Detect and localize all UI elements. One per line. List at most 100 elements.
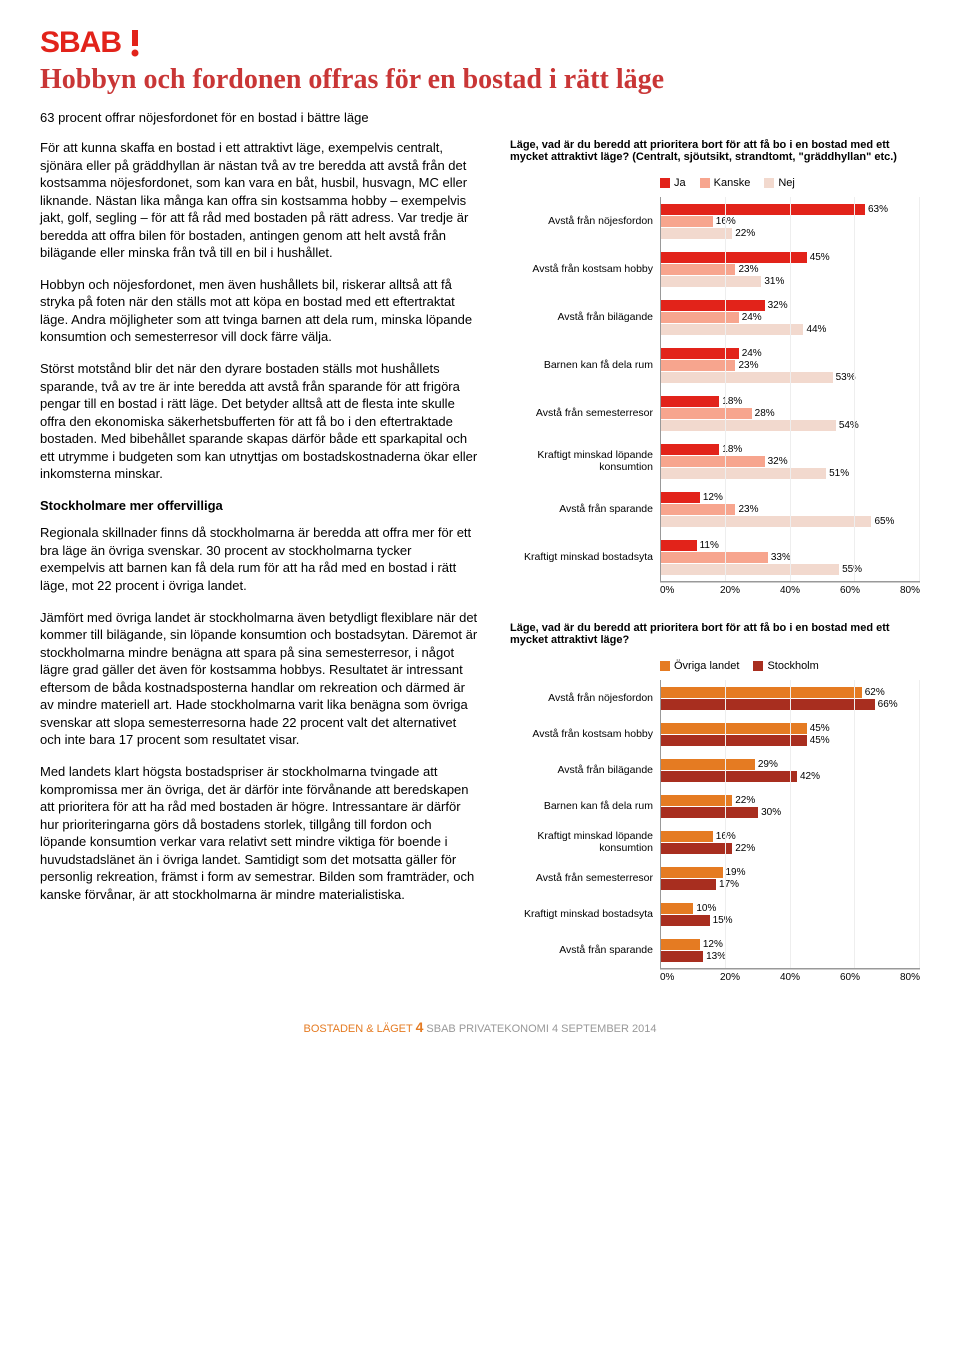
category-label: Barnen kan få dela rum <box>511 359 661 371</box>
bar <box>661 444 719 455</box>
bar-value-label: 12% <box>703 492 723 503</box>
body-text-column: För att kunna skaffa en bostad i ett att… <box>40 139 480 989</box>
axis-tick: 0% <box>660 585 720 596</box>
bar-value-label: 18% <box>722 444 742 455</box>
page-footer: BOSTADEN & LÄGET 4 SBAB PRIVATEKONOMI 4 … <box>40 1019 920 1035</box>
axis-tick: 60% <box>840 585 900 596</box>
subheading: Stockholmare mer offervilliga <box>40 497 480 515</box>
chart1: Avstå från nöjesfordon 63% 16%22% Avstå frå… <box>510 197 920 596</box>
legend-swatch <box>753 661 763 671</box>
bar-value-label: 10% <box>696 903 716 914</box>
category-label: Kraftigt minskad bostadsyta <box>511 908 661 920</box>
bar-value-label: 22% <box>735 228 755 239</box>
paragraph: Jämfört med övriga landet är stockholmar… <box>40 609 480 749</box>
legend-label: Kanske <box>714 177 751 189</box>
bar <box>661 360 735 371</box>
bar <box>661 540 697 551</box>
axis-tick: 0% <box>660 972 720 983</box>
bar-value-label: 33% <box>771 552 791 563</box>
bar <box>661 843 732 854</box>
paragraph: Regionala skillnader finns då stockholma… <box>40 524 480 594</box>
bar-value-label: 12% <box>703 939 723 950</box>
bar-value-label: 65% <box>874 516 894 527</box>
bar-value-label: 30% <box>761 807 781 818</box>
chart2: Avstå från nöjesfordon62%66%Avstå från k… <box>510 680 920 983</box>
legend-swatch <box>660 178 670 188</box>
bar-value-label: 23% <box>738 504 758 515</box>
bar <box>661 699 875 710</box>
legend-item: Stockholm <box>753 660 818 672</box>
legend-label: Stockholm <box>767 660 818 672</box>
bar-value-label: 11% <box>700 540 719 551</box>
bar-value-label: 16% <box>716 216 736 227</box>
bar <box>661 516 871 527</box>
category-label: Kraftigt minskad löpande konsumtion <box>511 830 661 854</box>
category-label: Avstå från nöjesfordon <box>511 692 661 704</box>
footer-section: BOSTADEN & LÄGET <box>303 1023 412 1035</box>
bar <box>661 276 761 287</box>
bar <box>661 951 703 962</box>
bar-value-label: 32% <box>768 456 788 467</box>
logo: SBAB <box>40 24 920 60</box>
bar <box>661 735 807 746</box>
bar <box>661 456 765 467</box>
paragraph: Störst motstånd blir det när den dyrare … <box>40 360 480 483</box>
bar-value-label: 63% <box>868 204 888 215</box>
bar-value-label: 45% <box>810 252 830 263</box>
axis-tick: 20% <box>720 585 780 596</box>
bar <box>661 252 807 263</box>
bar <box>661 564 839 575</box>
bar <box>661 228 732 239</box>
category-label: Avstå från sparande <box>511 503 661 515</box>
legend-label: Övriga landet <box>674 660 739 672</box>
bar-value-label: 29% <box>758 759 778 770</box>
legend-label: Nej <box>778 177 795 189</box>
legend-item: Nej <box>764 177 795 189</box>
bar-value-label: 24% <box>742 348 762 359</box>
bar-value-label: 24% <box>742 312 762 323</box>
bar <box>661 795 732 806</box>
category-label: Avstå från nöjesfordon <box>511 215 661 227</box>
page-title: Hobbyn och fordonen offras för en bostad… <box>40 64 920 96</box>
bar <box>661 408 752 419</box>
category-label: Avstå från sparande <box>511 944 661 956</box>
bar <box>661 204 865 215</box>
legend-item: Ja <box>660 177 686 189</box>
chart2-legend: Övriga landet Stockholm <box>660 660 920 672</box>
chart1-legend: Ja Kanske Nej <box>660 177 920 189</box>
bar <box>661 300 765 311</box>
bar-value-label: 13% <box>706 951 726 962</box>
bar <box>661 504 735 515</box>
legend-item: Övriga landet <box>660 660 739 672</box>
category-label: Avstå från kostsam hobby <box>511 263 661 275</box>
svg-text:SBAB: SBAB <box>40 26 121 59</box>
legend-swatch <box>764 178 774 188</box>
bar <box>661 468 826 479</box>
bar-value-label: 44% <box>806 324 826 335</box>
bar <box>661 420 836 431</box>
bar-value-label: 17% <box>719 879 739 890</box>
bar-value-label: 19% <box>726 867 746 878</box>
bar-value-label: 23% <box>738 360 758 371</box>
bar-value-label: 53% <box>836 372 856 383</box>
category-label: Kraftigt minskad löpande konsumtion <box>511 449 661 473</box>
bar <box>661 372 833 383</box>
bar <box>661 324 803 335</box>
paragraph: Med landets klart högsta bostadspriser ä… <box>40 763 480 903</box>
bar-value-label: 28% <box>755 408 775 419</box>
bar <box>661 759 755 770</box>
category-label: Avstå från semesterresor <box>511 407 661 419</box>
bar <box>661 312 739 323</box>
axis-tick: 60% <box>840 972 900 983</box>
bar-value-label: 16% <box>716 831 736 842</box>
footer-date: 4 SEPTEMBER 2014 <box>552 1023 657 1035</box>
chart2-title: Läge, vad är du beredd att prioritera bo… <box>510 622 920 646</box>
bar-value-label: 51% <box>829 468 849 479</box>
category-label: Barnen kan få dela rum <box>511 800 661 812</box>
axis-tick: 40% <box>780 585 840 596</box>
category-label: Avstå från kostsam hobby <box>511 728 661 740</box>
bar-value-label: 45% <box>810 723 830 734</box>
bar <box>661 264 735 275</box>
bar <box>661 771 797 782</box>
bar <box>661 687 862 698</box>
